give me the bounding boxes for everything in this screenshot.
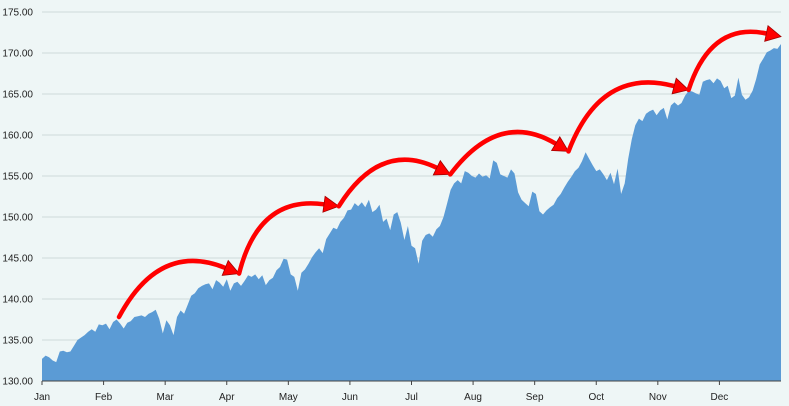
y-tick-label: 145.00 [2, 254, 33, 265]
y-tick-label: 170.00 [2, 49, 33, 60]
trend-arrow-head [432, 159, 452, 176]
trend-arrow [236, 201, 327, 276]
x-tick-label: May [279, 392, 298, 403]
x-axis-labels: Jan Feb Mar Apr May Jun Jul Aug Sep Oct Nov Dec [34, 381, 728, 403]
y-tick-label: 160.00 [2, 131, 33, 142]
x-tick-label: Nov [649, 392, 667, 403]
x-tick-label: Mar [157, 392, 175, 403]
trend-arrow [686, 29, 769, 93]
x-tick-label: Dec [711, 392, 729, 403]
trend-arrow-head [671, 77, 690, 95]
trend-arrow-head [764, 24, 782, 42]
x-tick-label: Feb [95, 392, 113, 403]
x-tick-label: Sep [526, 392, 544, 403]
y-tick-label: 140.00 [2, 295, 33, 306]
y-tick-label: 165.00 [2, 90, 33, 101]
trend-arrow-head [221, 259, 240, 276]
x-tick-label: Aug [464, 392, 482, 403]
trend-arrow [566, 80, 677, 154]
gridlines [42, 11, 781, 341]
x-tick-label: Oct [588, 392, 604, 403]
price-area-series [42, 44, 781, 381]
x-tick-label: Jan [34, 392, 50, 403]
y-tick-label: 130.00 [2, 377, 33, 388]
y-axis-labels: 130.00 135.00 140.00 145.00 150.00 155.00 160.… [2, 8, 33, 388]
trend-arrows [116, 24, 782, 320]
y-tick-label: 175.00 [2, 8, 33, 19]
trend-arrow [116, 258, 228, 320]
trend-arrow-head [322, 195, 340, 213]
trend-arrow [336, 157, 440, 209]
trend-arrow [448, 129, 558, 177]
y-tick-label: 135.00 [2, 336, 33, 347]
trend-arrow-head [550, 136, 570, 152]
y-tick-label: 150.00 [2, 213, 33, 224]
x-tick-label: Jun [342, 392, 358, 403]
x-tick-label: Jul [405, 392, 418, 403]
y-tick-label: 155.00 [2, 172, 33, 183]
x-tick-label: Apr [219, 392, 235, 403]
